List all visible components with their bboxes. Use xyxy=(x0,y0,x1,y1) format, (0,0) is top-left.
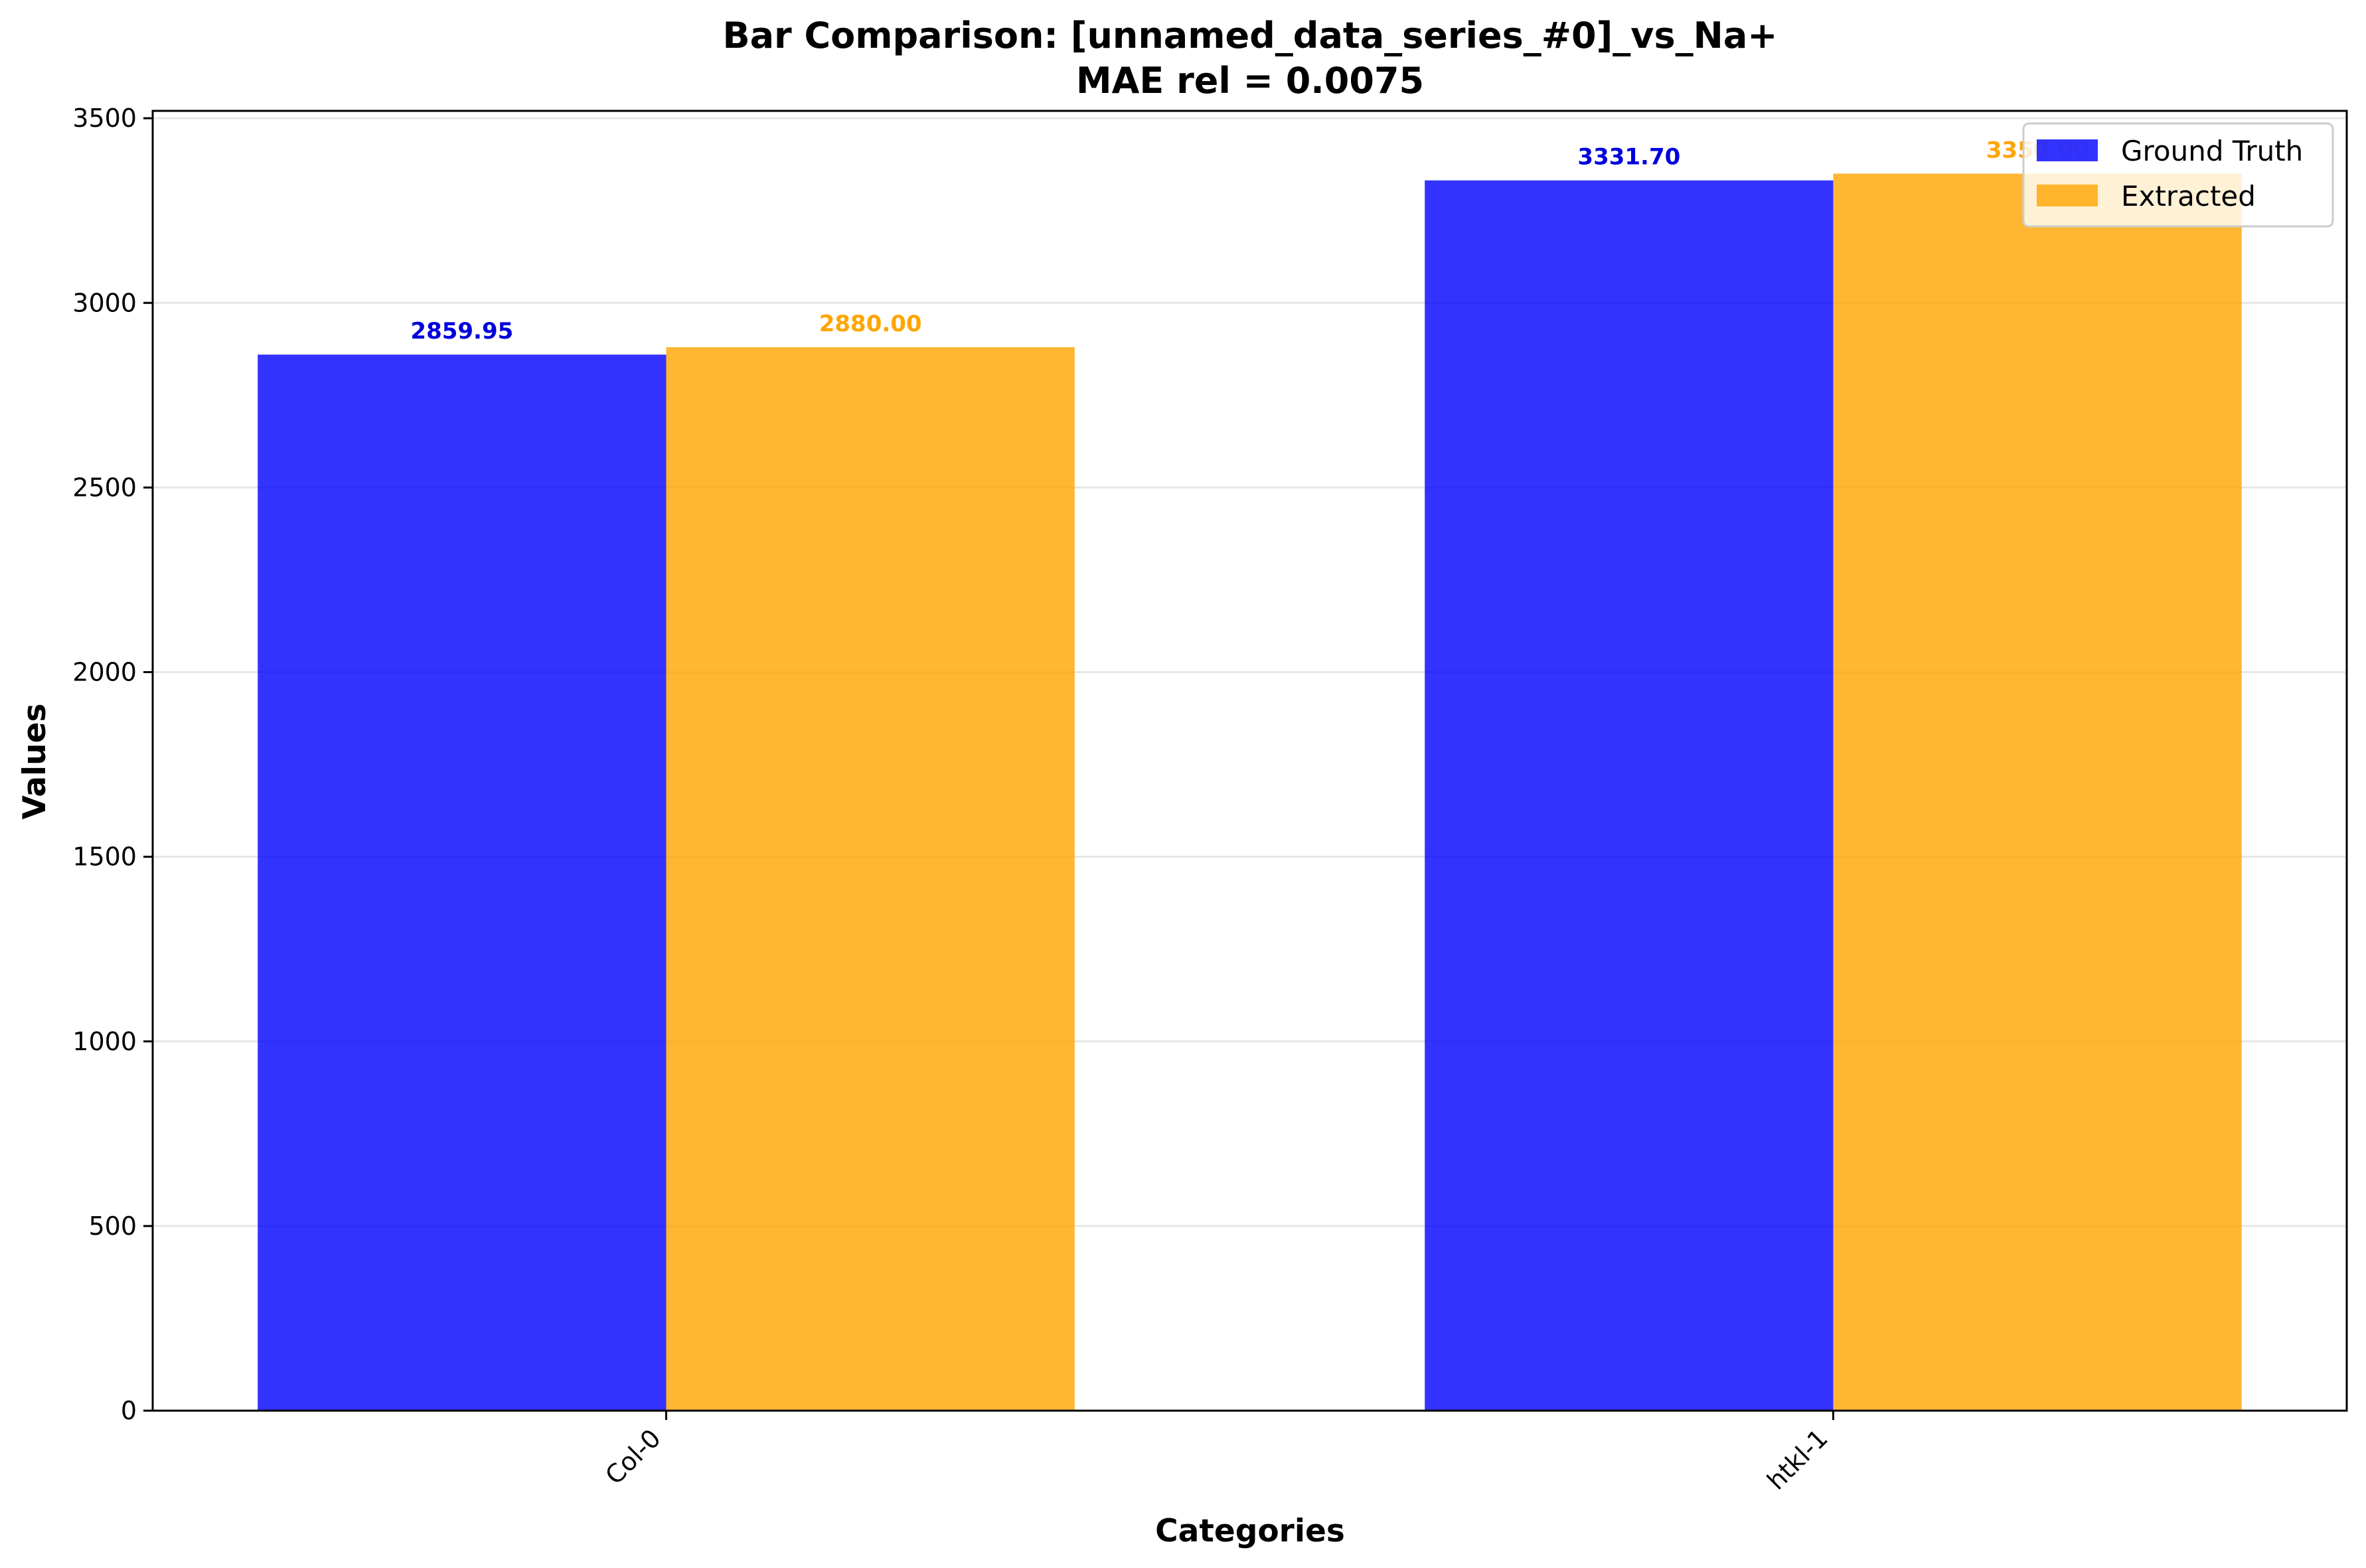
x-axis-label: Categories xyxy=(1155,1513,1345,1549)
y-tick-label: 2000 xyxy=(72,658,137,687)
legend-swatch-extracted xyxy=(2037,185,2098,206)
y-tick-label: 1000 xyxy=(72,1027,137,1056)
data-label-extracted: 2880.00 xyxy=(819,311,922,337)
legend: Ground Truth Extracted xyxy=(2022,122,2334,228)
y-tick-label: 500 xyxy=(88,1212,137,1241)
bars xyxy=(258,173,2242,1411)
bar-extracted xyxy=(666,347,1075,1411)
y-tick-label: 3500 xyxy=(72,104,137,133)
data-label-ground-truth: 2859.95 xyxy=(410,318,513,345)
y-tick-label: 0 xyxy=(121,1396,137,1425)
plot-frame xyxy=(151,110,2348,1412)
chart-subtitle: MAE rel = 0.0075 xyxy=(1076,60,1424,102)
legend-label-ground-truth: Ground Truth xyxy=(2121,135,2303,167)
legend-label-extracted: Extracted xyxy=(2121,180,2256,212)
bar-ground-truth xyxy=(1425,180,1834,1411)
bar-ground-truth xyxy=(258,354,667,1411)
y-axis-ticks: 0 500 1000 1500 2000 2500 3000 3500 xyxy=(72,104,153,1425)
y-tick-label: 3000 xyxy=(72,288,137,317)
bar-extracted xyxy=(1833,173,2242,1411)
data-label-ground-truth: 3331.70 xyxy=(1577,144,1680,171)
chart-title: Bar Comparison: [unnamed_data_series_#0]… xyxy=(722,15,1777,56)
legend-swatch-ground-truth xyxy=(2037,139,2098,161)
y-axis-label: Values xyxy=(17,704,53,820)
y-tick-label: 2500 xyxy=(72,473,137,502)
y-tick-label: 1500 xyxy=(72,842,137,872)
legend-box xyxy=(2022,122,2334,228)
